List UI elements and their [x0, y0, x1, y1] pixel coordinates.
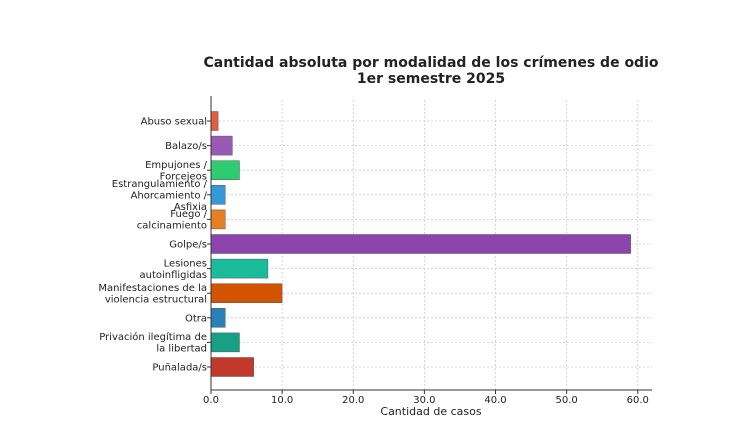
- bar: [210, 332, 240, 353]
- x-tick-label: 10.0: [271, 395, 293, 406]
- grid-lines: [210, 100, 652, 390]
- y-tick-label: Balazo/s: [165, 141, 207, 152]
- y-tick-label-line: Manifestaciones de la: [98, 283, 207, 294]
- bar: [210, 258, 269, 279]
- bar: [210, 357, 254, 377]
- y-tick-label-line: Estrangulamiento /: [112, 179, 208, 190]
- y-tick-label: Puñalada/s: [152, 363, 207, 374]
- bar: [210, 234, 631, 254]
- y-tick-label-line: Forcejeos: [160, 171, 207, 182]
- y-tick-label: Otra: [185, 313, 207, 324]
- y-tick-label-line: Asfixia: [174, 202, 207, 213]
- y-tick-label: Estrangulamiento / Ahorcamiento / Asfixia: [112, 179, 208, 213]
- bar: [210, 160, 240, 180]
- y-tick-label-line: Empujones /: [145, 160, 208, 171]
- x-tick-label: 40.0: [484, 395, 506, 406]
- x-tick-label: 0.0: [203, 395, 219, 406]
- bar: [210, 209, 226, 230]
- y-tick-label-line: la libertad: [156, 344, 207, 355]
- y-tick-labels: Abuso sexual Balazo/s Empujones / Forcejeos…: [98, 117, 211, 374]
- y-tick-label: Fuego / calcinamiento: [137, 209, 208, 232]
- y-tick-label-line: Balazo/s: [165, 141, 207, 152]
- y-tick-label-line: Ahorcamiento /: [131, 190, 208, 201]
- y-tick-label-line: Abuso sexual: [141, 117, 207, 128]
- bar: [210, 111, 219, 131]
- y-tick-label-line: Lesiones: [164, 258, 207, 269]
- bar: [210, 308, 226, 328]
- y-tick-label: Privación ilegítima de la libertad: [99, 331, 207, 355]
- y-tick-label: Abuso sexual: [141, 117, 207, 128]
- y-tick-label: Manifestaciones de la violencia estructur…: [98, 283, 207, 306]
- x-tick-label: 60.0: [627, 395, 649, 406]
- bar: [210, 283, 283, 303]
- x-tick-label: 50.0: [556, 395, 578, 406]
- bar: [210, 185, 226, 205]
- y-tick-label-line: calcinamiento: [137, 221, 207, 232]
- y-tick-label-line: autoinfligidas: [139, 270, 207, 281]
- y-tick-label-line: Golpe/s: [169, 240, 207, 251]
- chart-title-line: 1er semestre 2025: [357, 71, 505, 87]
- y-tick-label: Lesiones autoinfligidas: [139, 258, 207, 281]
- bars: [210, 111, 631, 377]
- y-tick-label-line: Otra: [185, 313, 207, 324]
- x-tick-label: 20.0: [342, 395, 364, 406]
- y-tick-label: Golpe/s: [169, 240, 207, 251]
- x-axis-label: Cantidad de casos: [380, 405, 481, 418]
- chart-title-line: Cantidad absoluta por modalidad de los c…: [203, 55, 658, 71]
- y-tick-label-line: Puñalada/s: [152, 363, 207, 374]
- x-tick-label: 30.0: [413, 395, 435, 406]
- y-tick-label-line: violencia estructural: [105, 294, 207, 305]
- x-tick-labels: 0.0 10.0 20.0 30.0 40.0 50.0 60.0: [203, 390, 649, 406]
- chart-title: Cantidad absoluta por modalidad de los c…: [203, 55, 658, 87]
- y-tick-label: Empujones / Forcejeos: [145, 160, 208, 183]
- bar: [210, 135, 233, 156]
- y-tick-label-line: Privación ilegítima de: [99, 331, 207, 343]
- axes: [210, 96, 652, 391]
- y-tick-label-line: Fuego /: [170, 209, 207, 220]
